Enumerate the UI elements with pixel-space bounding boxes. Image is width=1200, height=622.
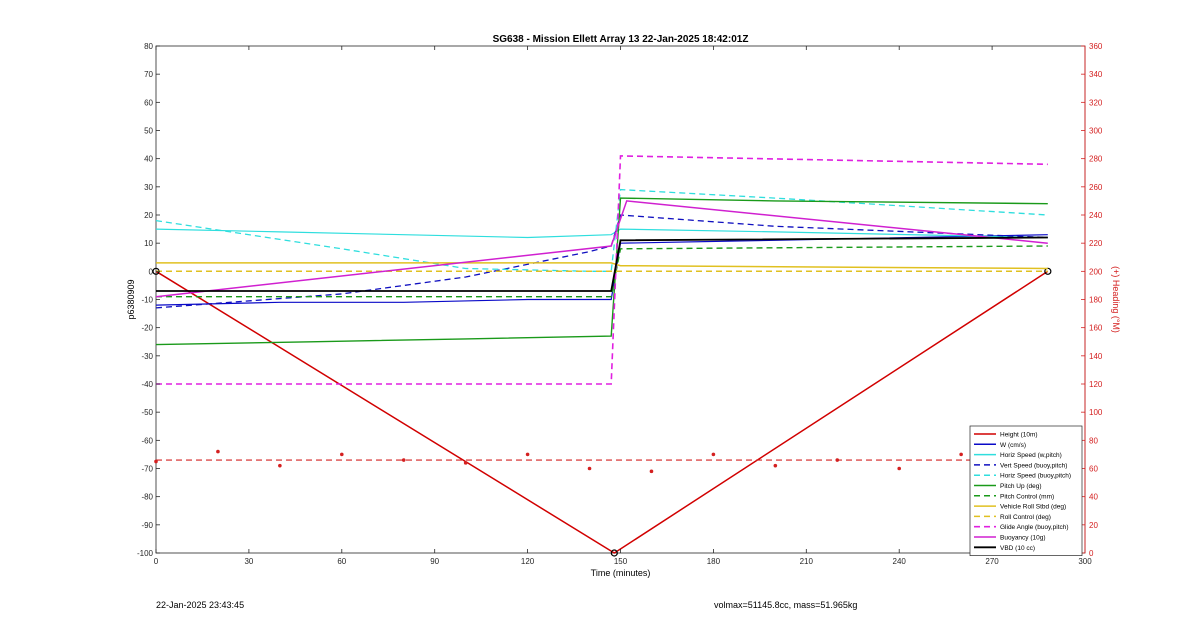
y-axis-label: p6380909 xyxy=(126,279,136,319)
y2-tick-label: 320 xyxy=(1089,98,1103,107)
legend-label: Pitch Control (mm) xyxy=(1000,493,1054,500)
legend-label: Pitch Up (deg) xyxy=(1000,483,1042,490)
chart-title: SG638 - Mission Ellett Array 13 22-Jan-2… xyxy=(493,34,749,45)
y-tick-label: -70 xyxy=(141,465,153,474)
footer-volmax: volmax=51145.8cc, mass=51.965kg xyxy=(714,600,858,610)
y2-tick-label: 140 xyxy=(1089,352,1103,361)
height-point xyxy=(610,549,618,557)
y2-tick-label: 100 xyxy=(1089,408,1103,417)
heading-point xyxy=(897,466,901,471)
x-tick-label: 150 xyxy=(614,557,628,566)
legend-label: Height (10m) xyxy=(1000,432,1038,439)
heading-point xyxy=(649,469,654,474)
legend-label: VBD (10 cc) xyxy=(1000,545,1035,552)
y-tick-label: 30 xyxy=(144,183,153,192)
x-tick-label: 60 xyxy=(337,557,346,566)
x-tick-label: 30 xyxy=(244,557,253,566)
series-line-pitch-up-deg xyxy=(155,197,1048,346)
series-line-horiz-speed-w-pitch xyxy=(155,228,1048,239)
series-line-horiz-speed-buoy-pitch xyxy=(155,188,1048,272)
x-tick-label: 0 xyxy=(154,557,159,566)
x-tick-label: 240 xyxy=(893,557,907,566)
heading-point xyxy=(773,463,778,468)
y-tick-label: -10 xyxy=(141,296,153,305)
legend-label: Glide Angle (buoy,pitch) xyxy=(1000,524,1069,531)
footer-date: 22-Jan-2025 23:43:45 xyxy=(156,600,245,610)
y-tick-label: -50 xyxy=(141,408,153,417)
y2-tick-label: 200 xyxy=(1089,267,1103,276)
y-tick-label: 60 xyxy=(144,98,153,107)
y-tick-label: 10 xyxy=(144,239,153,248)
y-tick-label: 80 xyxy=(144,42,153,51)
x-tick-label: 120 xyxy=(521,557,535,566)
heading-point xyxy=(525,452,530,457)
legend-label: Buoyancy (10g) xyxy=(1000,535,1046,542)
y-tick-label: 40 xyxy=(144,155,153,164)
heading-point xyxy=(401,458,406,462)
y2-tick-label: 280 xyxy=(1089,155,1103,164)
x-tick-label: 300 xyxy=(1078,557,1092,566)
legend-label: Horiz Speed (w,pitch) xyxy=(1000,452,1062,459)
x-tick-label: 180 xyxy=(707,557,721,566)
series-line-vbd-10-cc xyxy=(156,236,1048,292)
y-tick-label: -60 xyxy=(141,436,153,445)
x-tick-label: 90 xyxy=(430,557,439,566)
series-line-height-10m xyxy=(155,270,1049,554)
x-axis-label: Time (minutes) xyxy=(591,568,651,578)
heading-point xyxy=(463,461,468,465)
y2-tick-label: 300 xyxy=(1089,127,1103,136)
y-tick-label: -20 xyxy=(141,324,153,333)
y-tick-label: -100 xyxy=(137,549,154,558)
y-tick-label: 0 xyxy=(149,267,154,276)
y-tick-label: 20 xyxy=(144,211,153,220)
y2-tick-label: 120 xyxy=(1089,380,1103,389)
plot-area xyxy=(155,45,1086,554)
series-line-vert-speed-buoy-pitch xyxy=(155,214,1048,309)
series-line-buoyancy-10g xyxy=(155,200,1048,298)
heading-point xyxy=(959,452,963,457)
heading-point xyxy=(154,459,158,464)
legend-label: Roll Control (deg) xyxy=(1000,514,1051,521)
y2-tick-label: 60 xyxy=(1089,465,1098,474)
y2-tick-label: 80 xyxy=(1089,436,1098,445)
y2-tick-label: 20 xyxy=(1089,521,1098,530)
heading-point xyxy=(278,463,282,468)
x-tick-label: 270 xyxy=(985,557,999,566)
y2-tick-label: 360 xyxy=(1089,42,1103,51)
y2-tick-label: 260 xyxy=(1089,183,1103,192)
y-tick-label: 50 xyxy=(144,127,153,136)
y2-tick-label: 240 xyxy=(1089,211,1103,220)
y-tick-label: -40 xyxy=(141,380,153,389)
heading-point xyxy=(711,452,716,457)
y2-axis-label: (+) Heading (°M) xyxy=(1111,266,1121,333)
legend-label: Vert Speed (buoy,pitch) xyxy=(1000,462,1067,469)
y-tick-label: -80 xyxy=(141,493,153,502)
y-tick-label: -90 xyxy=(141,521,153,530)
height-point xyxy=(1044,267,1052,275)
legend-label: Horiz Speed (buoy,pitch) xyxy=(1000,473,1071,480)
y2-tick-label: 0 xyxy=(1089,549,1094,558)
legend-box xyxy=(969,425,1083,556)
y2-tick-label: 220 xyxy=(1089,239,1103,248)
heading-point xyxy=(216,449,220,454)
legend: Height (10m) W (cm/s) Horiz Speed (w,pitch… xyxy=(969,425,1083,556)
y2-tick-label: 340 xyxy=(1089,70,1103,79)
series-line-w-cm-s xyxy=(155,234,1048,306)
heading-point xyxy=(587,466,592,471)
x-tick-label: 210 xyxy=(800,557,814,566)
legend-label: W (cm/s) xyxy=(1000,442,1026,449)
y-tick-label: -30 xyxy=(141,352,153,361)
y2-tick-label: 160 xyxy=(1089,324,1103,333)
y2-tick-label: 40 xyxy=(1089,493,1098,502)
legend-label: Vehicle Roll Stbd (deg) xyxy=(1000,504,1066,511)
y-tick-label: 70 xyxy=(144,70,153,79)
heading-point xyxy=(835,458,840,462)
y2-tick-label: 180 xyxy=(1089,296,1103,305)
heading-point xyxy=(340,452,344,457)
